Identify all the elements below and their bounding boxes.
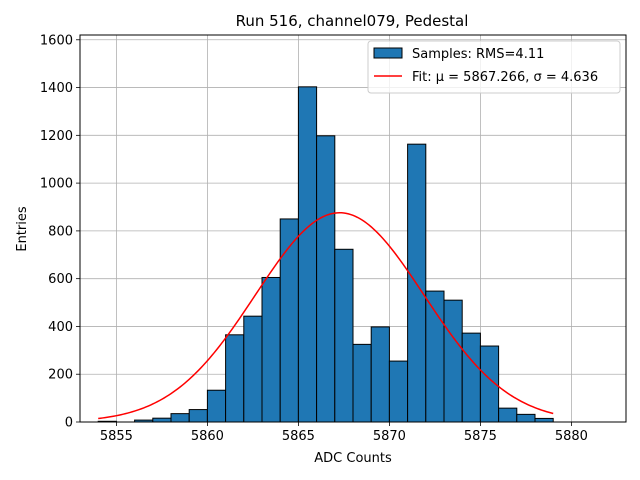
histogram-bar — [243, 315, 263, 423]
x-tick-label: 5865 — [282, 429, 315, 444]
histogram-bar — [352, 343, 372, 423]
histogram-bar — [516, 413, 536, 423]
legend-histogram-swatch — [373, 47, 403, 59]
y-axis-label: Entries — [15, 206, 30, 252]
legend-histogram-label: Samples: RMS=4.11 — [412, 47, 544, 62]
histogram-bar — [534, 417, 554, 423]
legend: Samples: RMS=4.11 Fit: μ = 5867.266, σ =… — [367, 40, 621, 94]
legend-fit-label: Fit: μ = 5867.266, σ = 4.636 — [412, 70, 598, 85]
histogram-bar — [206, 389, 227, 423]
y-axis-ticks: 0 200 400 600 800 1000 1200 1400 1600 — [40, 33, 80, 431]
legend-box — [367, 40, 621, 94]
histogram-bar — [334, 248, 354, 423]
y-tick-label: 1400 — [40, 81, 73, 96]
histogram-bar — [170, 413, 190, 423]
fit-curve — [98, 211, 554, 420]
x-tick-label: 5855 — [100, 429, 133, 444]
histogram-bar — [152, 417, 172, 423]
histogram-bar — [261, 276, 281, 423]
x-tick-label: 5875 — [464, 429, 497, 444]
chart-title: Run 516, channel079, Pedestal — [236, 12, 469, 30]
y-tick-label: 1600 — [40, 33, 73, 48]
histogram-bar — [279, 218, 299, 423]
histogram-bar — [388, 360, 409, 423]
histogram-bar — [297, 86, 318, 423]
histogram-bar — [461, 332, 481, 423]
y-tick-label: 400 — [48, 320, 73, 335]
y-tick-label: 1200 — [40, 129, 73, 144]
histogram-bar — [370, 326, 390, 423]
y-tick-label: 0 — [65, 416, 73, 431]
x-tick-label: 5860 — [191, 429, 224, 444]
y-tick-label: 600 — [48, 272, 73, 287]
y-tick-label: 200 — [48, 368, 73, 383]
y-tick-label: 800 — [48, 224, 73, 239]
x-axis-ticks: 5855 5860 5865 5870 5875 5880 — [100, 422, 588, 444]
x-tick-label: 5870 — [373, 429, 406, 444]
x-tick-label: 5880 — [555, 429, 588, 444]
histogram-bar — [443, 299, 463, 423]
x-axis-label: ADC Counts — [314, 451, 392, 466]
plot-frame — [79, 34, 627, 423]
histogram-bar — [498, 407, 518, 423]
histogram-bar — [316, 135, 336, 423]
histogram-bar — [188, 409, 208, 423]
histogram-bar — [225, 334, 245, 423]
y-tick-label: 1000 — [40, 177, 73, 192]
